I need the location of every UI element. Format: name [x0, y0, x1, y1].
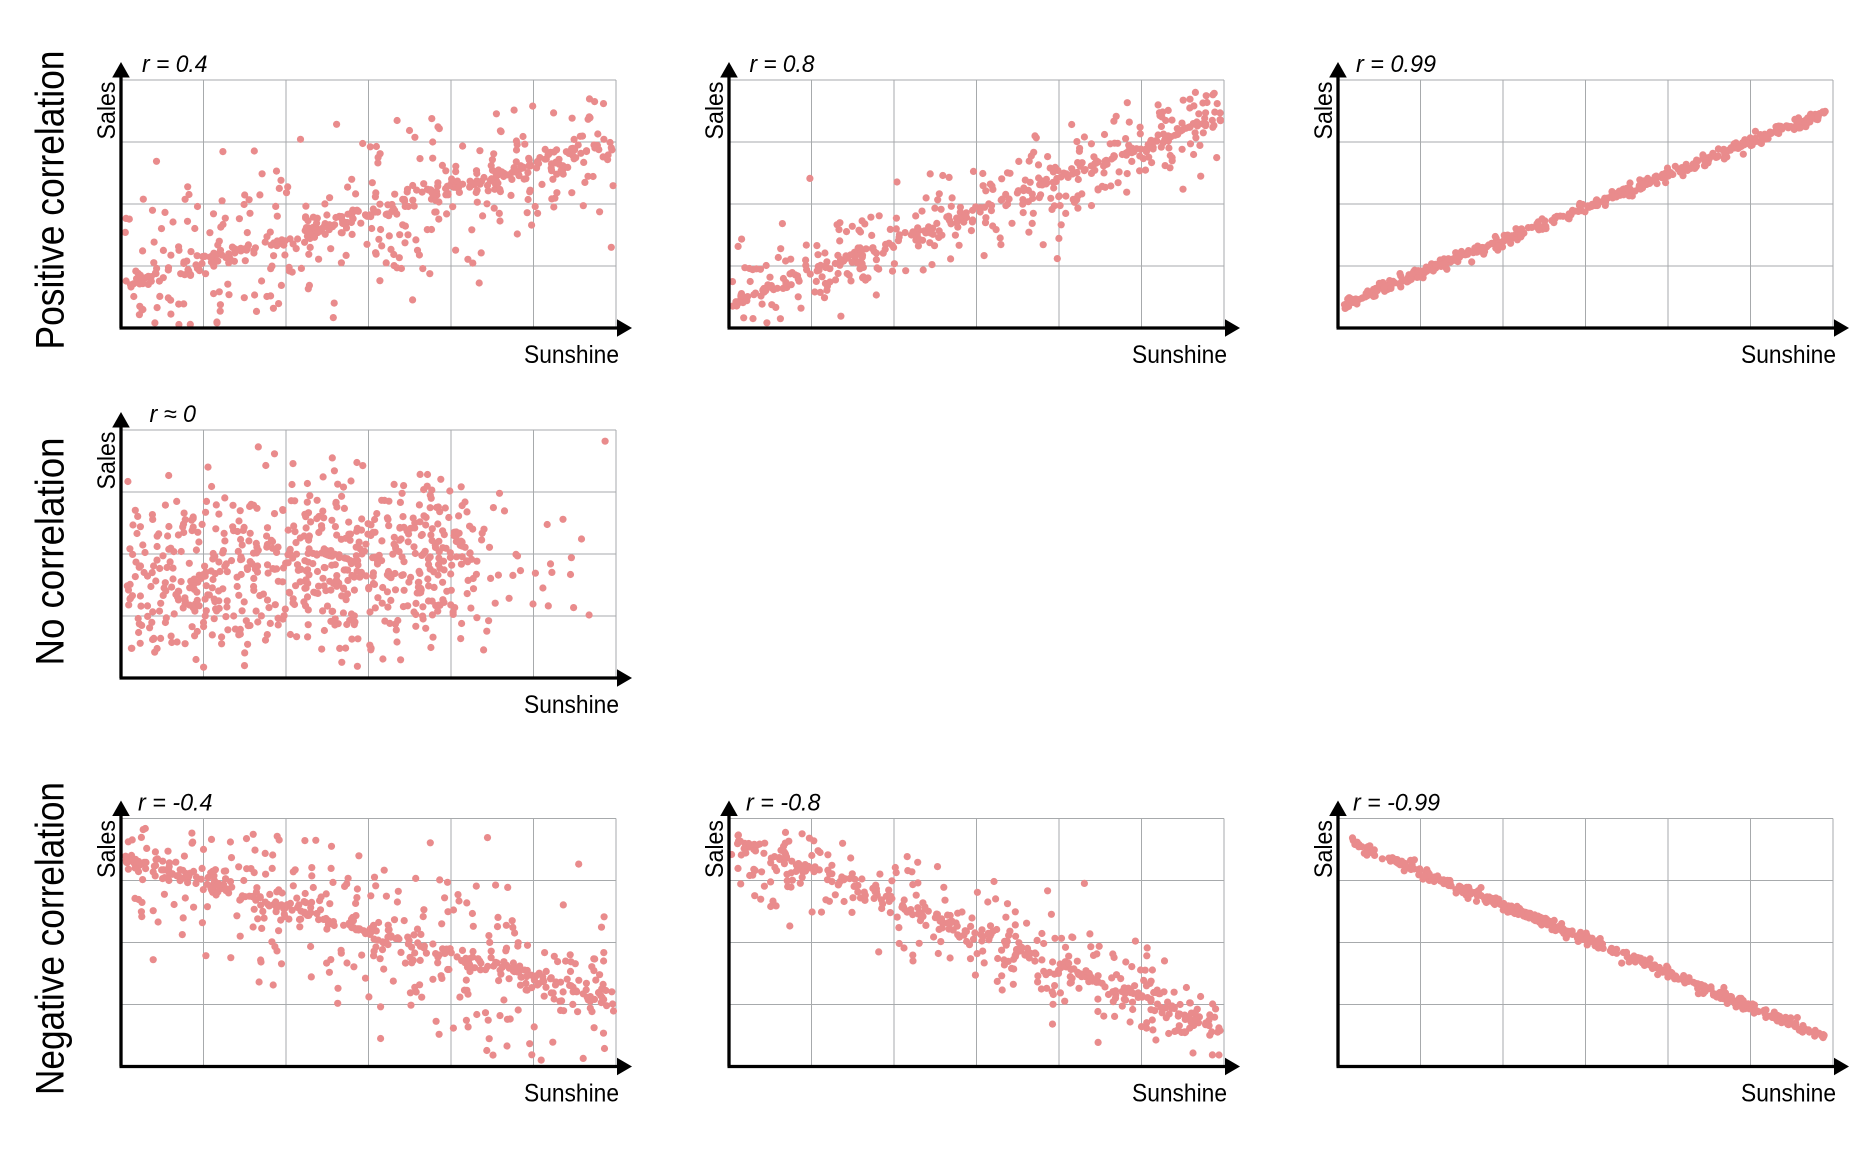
svg-text:Sales: Sales — [701, 82, 729, 140]
svg-text:r = -0.8: r = -0.8 — [746, 790, 821, 817]
svg-text:Sunshine: Sunshine — [524, 341, 619, 369]
svg-text:r = 0.4: r = 0.4 — [142, 51, 208, 78]
svg-text:r ≈ 0: r ≈ 0 — [150, 401, 197, 428]
svg-text:Sunshine: Sunshine — [1132, 1080, 1227, 1108]
svg-text:Sunshine: Sunshine — [524, 691, 619, 719]
svg-text:Sales: Sales — [701, 820, 729, 878]
svg-text:Sales: Sales — [1310, 820, 1338, 878]
svg-text:Sunshine: Sunshine — [524, 1080, 619, 1108]
svg-text:Sunshine: Sunshine — [1741, 1080, 1836, 1108]
svg-text:Sales: Sales — [93, 82, 121, 140]
svg-text:No correlation: No correlation — [29, 438, 73, 666]
svg-text:r = -0.4: r = -0.4 — [138, 790, 213, 817]
svg-text:Sunshine: Sunshine — [1132, 341, 1227, 369]
svg-text:Positive correlation: Positive correlation — [29, 51, 73, 350]
svg-text:r = -0.99: r = -0.99 — [1353, 790, 1440, 817]
svg-text:r = 0.8: r = 0.8 — [750, 51, 816, 78]
svg-text:Sales: Sales — [1310, 82, 1338, 140]
svg-text:Sales: Sales — [93, 432, 121, 490]
svg-text:Sales: Sales — [93, 820, 121, 878]
svg-text:Sunshine: Sunshine — [1741, 341, 1836, 369]
svg-text:r = 0.99: r = 0.99 — [1356, 51, 1436, 78]
svg-text:Negative correlation: Negative correlation — [29, 782, 73, 1095]
